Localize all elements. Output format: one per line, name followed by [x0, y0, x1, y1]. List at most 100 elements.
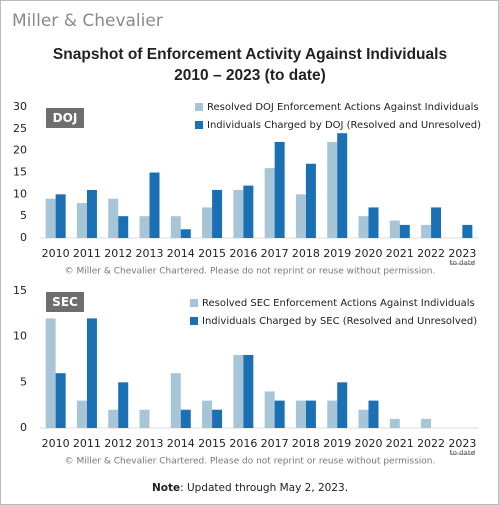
bar — [55, 373, 66, 428]
x-tick-label: 2022 — [417, 247, 445, 260]
x-tick-label: 2018 — [292, 437, 320, 450]
bar — [233, 354, 244, 428]
x-tick-label: 2017 — [261, 247, 289, 260]
y-tick-label: 5 — [20, 375, 27, 388]
x-tick-label: 2010 — [42, 437, 70, 450]
footnote: © Miller & Chevalier Chartered. Please d… — [65, 267, 436, 277]
bar — [358, 409, 369, 428]
bar — [45, 318, 56, 428]
badge-label: SEC — [52, 295, 78, 309]
note: Note: Updated through May 2, 2023. — [152, 482, 348, 494]
bar — [327, 400, 338, 428]
bar — [243, 185, 254, 238]
bar — [399, 224, 410, 238]
x-tick-label: 2012 — [104, 247, 132, 260]
x-tick-label: 2017 — [261, 437, 289, 450]
to-date-bracket — [449, 450, 475, 455]
bar — [421, 224, 432, 238]
x-tick-label: 2015 — [198, 247, 226, 260]
bar — [45, 198, 56, 238]
bar — [108, 409, 119, 428]
y-tick-label: 15 — [13, 166, 27, 179]
y-tick-label: 20 — [13, 144, 27, 157]
legend-label: Individuals Charged by DOJ (Resolved and… — [207, 120, 481, 131]
bar — [327, 141, 338, 238]
bar — [274, 400, 285, 428]
y-tick-label: 0 — [20, 421, 27, 434]
bar — [295, 194, 306, 238]
bar — [180, 409, 191, 428]
bar — [139, 216, 150, 238]
bar — [264, 168, 275, 238]
x-tick-label: 2020 — [355, 437, 383, 450]
to-date-bracket — [449, 260, 475, 265]
badge — [46, 108, 84, 128]
y-tick-label: 10 — [13, 187, 27, 200]
bar — [202, 207, 213, 238]
y-tick-label: 0 — [20, 231, 27, 244]
title: 2010 – 2023 (to date) — [174, 67, 326, 84]
bar — [431, 207, 442, 238]
badge — [46, 292, 84, 312]
bar — [180, 229, 191, 238]
x-tick-label: 2016 — [229, 247, 257, 260]
bar — [358, 216, 369, 238]
bar — [233, 189, 244, 238]
bar — [212, 409, 223, 428]
note-text: : Updated through May 2, 2023. — [180, 482, 348, 494]
title: Snapshot of Enforcement Activity Against… — [53, 46, 447, 63]
category-note: to date — [450, 449, 475, 457]
x-tick-label: 2011 — [73, 437, 101, 450]
x-tick-label: 2021 — [386, 247, 414, 260]
bar — [149, 172, 160, 238]
x-tick-label: 2011 — [73, 247, 101, 260]
x-tick-label: 2016 — [229, 437, 257, 450]
x-tick-label: 2020 — [355, 247, 383, 260]
x-tick-label: 2014 — [167, 247, 195, 260]
bar — [86, 189, 97, 238]
bar — [118, 216, 129, 238]
bar — [170, 216, 181, 238]
bar — [170, 373, 181, 428]
bar — [421, 418, 432, 428]
y-tick-label: 5 — [20, 209, 27, 222]
badge-label: DOJ — [53, 111, 78, 125]
bar — [337, 133, 348, 238]
x-tick-label: 2019 — [323, 437, 351, 450]
x-tick-label: 2013 — [136, 437, 164, 450]
bar — [243, 354, 254, 428]
x-tick-label: 2013 — [136, 247, 164, 260]
bar — [118, 382, 129, 428]
bar — [274, 141, 285, 238]
bar — [86, 318, 97, 428]
bar — [305, 163, 316, 238]
bar — [55, 194, 66, 238]
y-tick-label: 25 — [13, 122, 27, 135]
x-tick-label: 2019 — [323, 247, 351, 260]
bar — [462, 224, 473, 238]
bar — [305, 400, 316, 428]
bar — [368, 207, 379, 238]
brand: Miller & Chevalier — [12, 11, 163, 31]
legend-swatch — [195, 103, 203, 111]
x-tick-label: 2022 — [417, 437, 445, 450]
footnote: © Miller & Chevalier Chartered. Please d… — [65, 457, 436, 467]
bar — [139, 409, 150, 428]
bar — [76, 203, 87, 238]
bar — [264, 391, 275, 428]
y-tick-label: 30 — [13, 100, 27, 113]
legend-swatch — [190, 317, 198, 325]
bar — [389, 220, 400, 238]
legend-swatch — [190, 299, 198, 307]
bar — [76, 400, 87, 428]
x-tick-label: 2023 — [448, 437, 476, 450]
bar — [202, 400, 213, 428]
bar — [368, 400, 379, 428]
x-tick-label: 2014 — [167, 437, 195, 450]
bar — [389, 418, 400, 428]
y-tick-label: 15 — [13, 284, 27, 297]
bar — [337, 382, 348, 428]
x-tick-label: 2021 — [386, 437, 414, 450]
bar — [212, 189, 223, 238]
legend-label: Individuals Charged by SEC (Resolved and… — [202, 316, 477, 327]
